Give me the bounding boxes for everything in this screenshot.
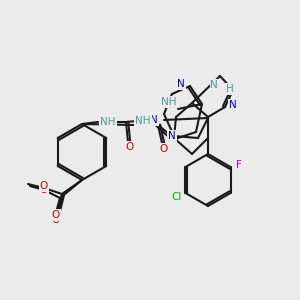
Text: N: N xyxy=(210,80,218,90)
Text: H: H xyxy=(226,84,234,94)
Text: O: O xyxy=(126,142,134,152)
Text: O: O xyxy=(40,181,48,191)
Text: O: O xyxy=(51,215,59,225)
Text: N: N xyxy=(150,115,158,125)
Text: N: N xyxy=(168,131,176,141)
Text: O: O xyxy=(160,144,168,154)
Text: NH: NH xyxy=(135,116,151,126)
Text: O: O xyxy=(52,210,60,220)
Text: Cl: Cl xyxy=(171,192,181,202)
Text: NH: NH xyxy=(100,117,116,127)
Text: O: O xyxy=(40,185,48,195)
Text: N: N xyxy=(177,79,185,89)
Text: NH: NH xyxy=(161,97,177,107)
Text: N: N xyxy=(229,100,237,110)
Text: F: F xyxy=(236,160,242,170)
